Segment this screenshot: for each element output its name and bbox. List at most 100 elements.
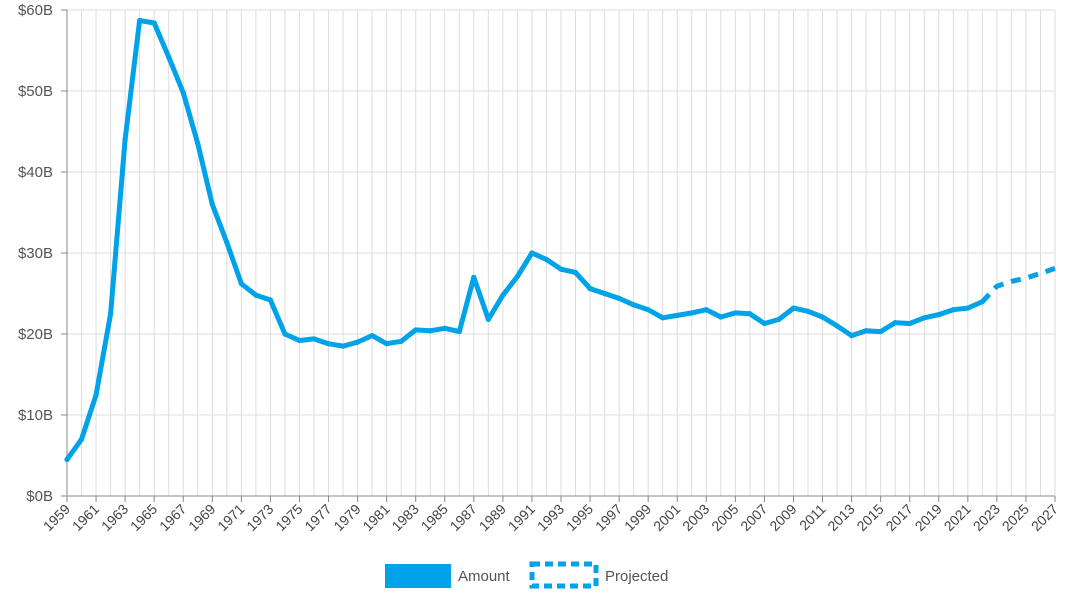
data-point bbox=[819, 314, 826, 320]
data-point bbox=[558, 266, 564, 272]
axes bbox=[61, 9, 1056, 502]
data-point bbox=[107, 311, 114, 317]
data-point bbox=[921, 315, 927, 321]
data-point bbox=[311, 336, 317, 342]
data-point bbox=[137, 17, 143, 24]
data-point bbox=[848, 333, 855, 339]
data-point bbox=[224, 239, 230, 246]
data-point bbox=[660, 315, 666, 321]
x-tick-label: 1989 bbox=[476, 501, 509, 534]
data-point bbox=[78, 436, 85, 442]
y-tick-label: $50B bbox=[18, 83, 53, 100]
data-point bbox=[950, 307, 956, 313]
data-point bbox=[645, 307, 651, 313]
data-point bbox=[674, 312, 680, 318]
x-tick-label: 1961 bbox=[69, 501, 102, 534]
data-point bbox=[790, 305, 797, 311]
data-point bbox=[776, 316, 782, 323]
data-point bbox=[747, 311, 753, 317]
x-tick-label: 2005 bbox=[708, 501, 741, 534]
series-line-amount bbox=[64, 18, 985, 463]
data-point bbox=[267, 297, 274, 303]
data-point bbox=[413, 327, 419, 333]
data-point bbox=[878, 328, 884, 335]
data-point bbox=[485, 316, 491, 323]
x-tick-label: 1999 bbox=[621, 501, 654, 534]
data-point bbox=[718, 314, 724, 320]
data-point bbox=[282, 331, 288, 337]
x-tick-label: 2017 bbox=[882, 501, 915, 534]
data-point bbox=[834, 323, 840, 329]
gridlines bbox=[66, 9, 1056, 497]
data-point bbox=[514, 273, 521, 280]
data-point bbox=[398, 338, 404, 344]
series-line-projected bbox=[980, 266, 1056, 304]
data-point bbox=[253, 292, 259, 298]
data-point bbox=[209, 201, 215, 207]
x-tick-label: 2003 bbox=[679, 501, 712, 534]
x-tick-label: 1967 bbox=[156, 501, 189, 534]
x-tick-label: 1981 bbox=[359, 501, 392, 534]
data-point bbox=[616, 295, 622, 301]
data-point bbox=[863, 328, 869, 334]
x-tick-label: 1979 bbox=[330, 501, 363, 534]
legend: Amount Projected bbox=[385, 561, 668, 589]
data-point bbox=[500, 292, 506, 298]
x-tick-label: 1973 bbox=[243, 501, 276, 534]
data-point bbox=[427, 328, 433, 334]
data-point bbox=[456, 328, 462, 335]
x-tick-label: 1965 bbox=[127, 501, 160, 534]
x-tick-label: 1983 bbox=[388, 501, 421, 534]
data-point bbox=[587, 286, 593, 292]
x-tick-label: 1963 bbox=[98, 501, 131, 534]
x-tick-label: 2009 bbox=[766, 501, 799, 534]
y-tick-label: $0B bbox=[26, 488, 53, 505]
data-point bbox=[471, 274, 477, 280]
data-point bbox=[703, 307, 709, 313]
x-tick-label: 2023 bbox=[970, 501, 1003, 534]
legend-label-projected: Projected bbox=[605, 568, 668, 585]
y-tick-label: $10B bbox=[18, 407, 53, 424]
x-tick-label: 1959 bbox=[40, 501, 73, 534]
x-tick-label: 1969 bbox=[185, 501, 218, 534]
data-point bbox=[689, 310, 695, 316]
y-tick-label: $60B bbox=[18, 2, 53, 19]
data-point bbox=[529, 250, 535, 256]
y-axis-tick-labels: $0B $10B $20B $30B $40B $50B $60B bbox=[18, 2, 53, 505]
x-tick-label: 2011 bbox=[796, 501, 829, 534]
data-point bbox=[296, 337, 303, 344]
data-point bbox=[907, 320, 913, 327]
data-point bbox=[195, 141, 201, 147]
data-point bbox=[805, 308, 811, 314]
x-tick-label: 1987 bbox=[447, 501, 480, 534]
data-point bbox=[64, 456, 70, 463]
x-tick-label: 2007 bbox=[737, 501, 770, 534]
legend-swatch-projected bbox=[529, 561, 599, 589]
legend-swatch-amount bbox=[385, 564, 451, 588]
x-tick-label: 1993 bbox=[534, 501, 567, 534]
x-tick-label: 1971 bbox=[214, 501, 247, 534]
data-point bbox=[936, 311, 942, 318]
x-tick-label: 2021 bbox=[941, 501, 974, 534]
data-point bbox=[325, 341, 332, 347]
y-tick-label: $30B bbox=[18, 245, 53, 262]
x-tick-label: 1997 bbox=[592, 501, 625, 534]
data-point bbox=[166, 54, 172, 60]
data-point bbox=[369, 333, 375, 339]
x-tick-label: 2013 bbox=[824, 501, 857, 534]
legend-label-amount: Amount bbox=[458, 568, 511, 585]
x-tick-label: 1985 bbox=[418, 501, 451, 534]
data-point bbox=[180, 90, 186, 96]
data-point bbox=[122, 137, 128, 143]
y-tick-label: $40B bbox=[18, 164, 53, 181]
data-point bbox=[93, 392, 99, 398]
x-tick-label: 1995 bbox=[563, 501, 596, 534]
data-point bbox=[354, 339, 361, 345]
x-tick-label: 2015 bbox=[853, 501, 886, 534]
data-point bbox=[238, 281, 244, 287]
x-tick-label: 1991 bbox=[505, 501, 538, 534]
x-tick-label: 2019 bbox=[912, 501, 945, 534]
data-point bbox=[340, 343, 346, 349]
data-point bbox=[543, 256, 550, 263]
